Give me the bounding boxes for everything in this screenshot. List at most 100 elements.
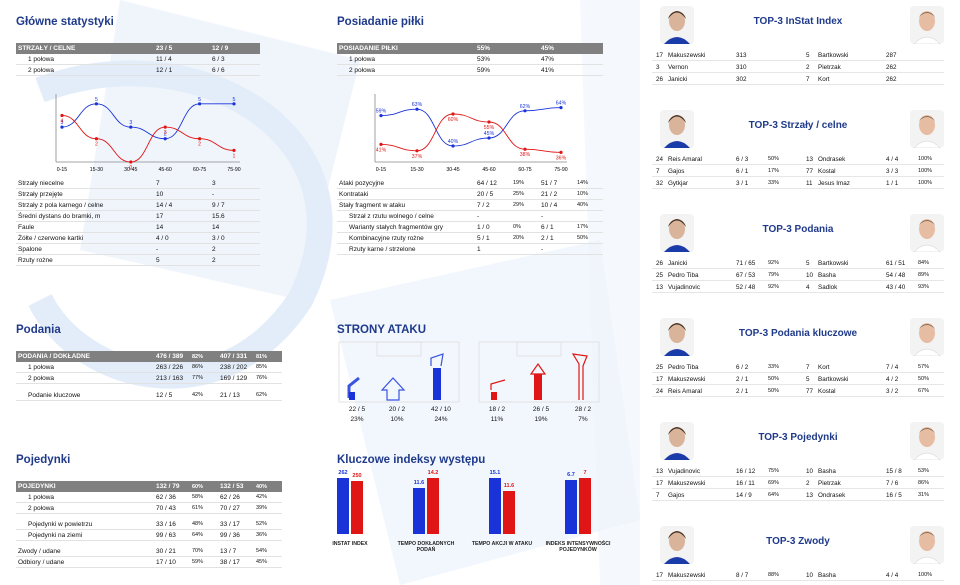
table-row: 1 połowa 53% 47% bbox=[337, 54, 603, 65]
top3-row: 17 Makuszewski 8 / 7 88% 10 Basha 4 / 4 100% bbox=[652, 570, 944, 581]
x-tick-label: 30-45 bbox=[124, 167, 137, 172]
table-row: Strzały przejęte 10 - bbox=[16, 189, 260, 200]
player-value: 1 / 1 bbox=[886, 179, 899, 187]
row-home-value: 7 / 2 bbox=[477, 201, 490, 209]
glowne-table: STRZAŁY / CELNE 23 / 5 12 / 9 1 połowa 11… bbox=[16, 43, 260, 76]
row-home-value: 30 / 21 bbox=[156, 547, 176, 555]
row-away-pct: 14% bbox=[577, 180, 589, 186]
player-percent: 50% bbox=[768, 376, 780, 382]
table-row: 1 połowa 11 / 4 6 / 3 bbox=[16, 54, 260, 65]
data-point bbox=[451, 144, 455, 148]
player-value: 54 / 48 bbox=[886, 271, 906, 279]
row-home-value: 7 bbox=[156, 179, 160, 187]
row-home-value: 12 / 1 bbox=[156, 66, 173, 74]
top3-row: 17 Makuszewski 16 / 11 69% 2 Pietrzak 7 / 6 86% bbox=[652, 478, 944, 489]
player-percent: 84% bbox=[918, 260, 930, 266]
row-home-value: 263 / 226 bbox=[156, 363, 184, 371]
row-label: 1 połowa bbox=[349, 55, 376, 63]
table-row: Strzał z rzutu wolnego / celne - - bbox=[337, 211, 603, 222]
table-row: Zwody / udane 30 / 21 70% 13 / 7 54% bbox=[16, 546, 282, 557]
player-value: 4 / 4 bbox=[886, 155, 899, 163]
data-point bbox=[559, 106, 563, 110]
row-away-pct: 45% bbox=[256, 559, 268, 565]
row-label: Strzały przejęte bbox=[18, 190, 63, 198]
row-home-value: 12 / 5 bbox=[156, 391, 173, 399]
row-away-pct: 62% bbox=[256, 392, 268, 398]
row-label: Żółte / czerwone kartki bbox=[18, 234, 84, 242]
data-point bbox=[415, 149, 419, 153]
data-point bbox=[163, 137, 167, 141]
player-name: Vujadinovic bbox=[668, 467, 700, 475]
row-away-pct: 54% bbox=[256, 548, 268, 554]
strony-percent: 23% bbox=[350, 416, 364, 423]
data-point bbox=[94, 102, 98, 106]
player-avatar bbox=[910, 6, 944, 44]
player-value: 16 / 11 bbox=[736, 479, 755, 487]
table-row: Spalone - 2 bbox=[16, 244, 260, 255]
bar-away bbox=[579, 478, 591, 534]
row-home-value: 11 / 4 bbox=[156, 55, 172, 63]
table-row: Podanie kluczowe 12 / 5 42% 21 / 13 62% bbox=[16, 390, 282, 401]
row-label: 2 połowa bbox=[28, 374, 55, 382]
top3-row: 24 Reis Amaral 6 / 3 50% 13 Ondrasek 4 / 4 100% bbox=[652, 154, 944, 165]
player-name: Kort bbox=[818, 363, 830, 371]
row-away-pct: 50% bbox=[577, 235, 589, 241]
row-away-value: 14 bbox=[212, 223, 220, 231]
data-label: 59% bbox=[376, 109, 387, 115]
row-label: 2 połowa bbox=[28, 66, 55, 74]
data-label: 40% bbox=[448, 139, 459, 145]
data-label: 55% bbox=[484, 125, 495, 131]
posiadanie-table: POSIADANIE PIŁKI 55% 45% 1 połowa 53% 47% 2… bbox=[337, 43, 603, 76]
table-row: Strzały niecelne 7 3 bbox=[16, 178, 260, 189]
row-home-value: 70 / 43 bbox=[156, 504, 176, 512]
row-home-pct: 64% bbox=[192, 532, 204, 538]
posiadanie-header-away: 45% bbox=[541, 45, 555, 52]
kluczowe-title: Kluczowe indeksy występu bbox=[337, 454, 486, 466]
row-away-value: 70 / 27 bbox=[220, 504, 240, 512]
player-percent: 92% bbox=[768, 260, 780, 266]
header-label: POJEDYNKI bbox=[18, 483, 56, 490]
data-point bbox=[379, 142, 383, 146]
data-point bbox=[129, 125, 133, 129]
row-away-value: - bbox=[541, 212, 544, 220]
player-percent: 57% bbox=[918, 364, 930, 370]
pojedynki-table: POJEDYNKI 132 / 79 60% 132 / 53 40% 1 połowa 6… bbox=[16, 481, 282, 568]
player-name: Kostal bbox=[818, 167, 836, 175]
bar-home bbox=[565, 480, 577, 534]
player-name: Reis Amaral bbox=[668, 387, 702, 395]
player-percent: 50% bbox=[768, 156, 780, 162]
row-label: Faule bbox=[18, 223, 35, 231]
player-number: 2 bbox=[806, 479, 810, 487]
row-away-value: 3 bbox=[212, 179, 216, 187]
podania-table: PODANIA / DOKŁADNE 476 / 389 82% 407 / 331 8… bbox=[16, 351, 282, 401]
header-home-value: 476 / 389 bbox=[156, 353, 184, 360]
row-away-pct: 52% bbox=[256, 521, 268, 527]
row-home-pct: 59% bbox=[192, 559, 204, 565]
table-row: Kontrataki 20 / 5 25% 21 / 2 10% bbox=[337, 189, 603, 200]
bar-value-home: 6.7 bbox=[567, 472, 575, 479]
row-label: Rzuty rożne bbox=[18, 256, 53, 264]
row-label: 1 połowa bbox=[28, 363, 55, 371]
data-label: 63% bbox=[412, 102, 423, 108]
player-value: 3 / 2 bbox=[886, 387, 899, 395]
row-away-pct: 39% bbox=[256, 505, 268, 511]
bar-value-home: 15.1 bbox=[489, 470, 501, 476]
table-row: Strzały z pola karnego / celne 14 / 4 9 / … bbox=[16, 200, 260, 211]
player-number: 13 bbox=[806, 491, 814, 499]
data-point bbox=[451, 112, 455, 116]
player-value: 287 bbox=[886, 51, 897, 59]
data-point bbox=[129, 160, 133, 164]
player-value: 43 / 40 bbox=[886, 283, 906, 291]
player-value: 6 / 1 bbox=[736, 167, 749, 175]
top3-row: 25 Pedro Tiba 6 / 2 33% 7 Kort 7 / 4 57% bbox=[652, 362, 944, 373]
player-number: 26 bbox=[656, 75, 664, 83]
row-home-pct bbox=[513, 244, 539, 254]
player-number: 7 bbox=[806, 75, 810, 83]
row-label: Spalone bbox=[18, 245, 42, 253]
bar-value-away: 11.6 bbox=[503, 482, 515, 489]
player-percent: 100% bbox=[918, 168, 933, 174]
row-home-pct bbox=[513, 211, 539, 221]
player-value: 6 / 3 bbox=[736, 155, 749, 163]
row-home-pct: 48% bbox=[192, 521, 204, 527]
